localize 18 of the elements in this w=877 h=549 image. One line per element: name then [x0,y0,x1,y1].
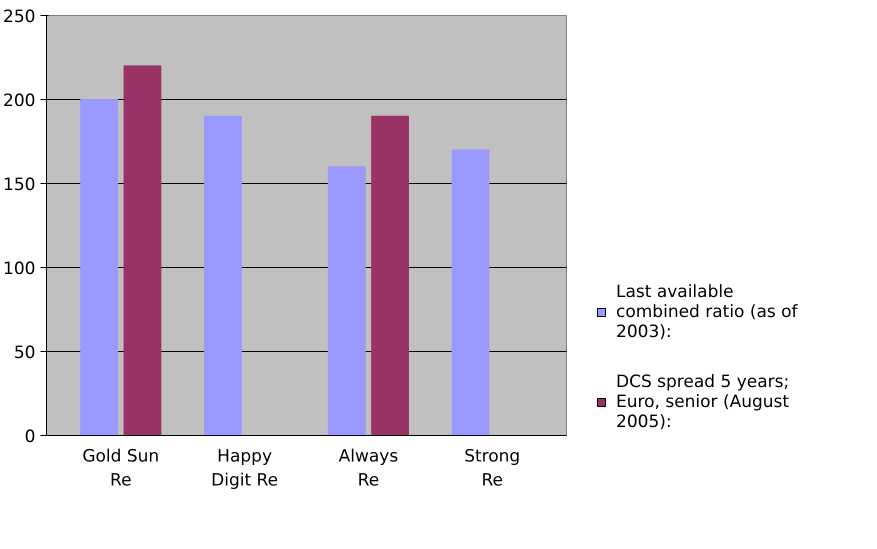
bar [80,99,118,436]
y-tick-label: 0 [24,427,36,447]
x-tick-label: Happy Digit Re [211,446,278,490]
bar [452,149,490,436]
bar [204,116,242,436]
y-tick-label: 200 [3,91,36,111]
y-tick-label: 150 [3,175,36,195]
legend-label: DCS spread 5 years; Euro, senior (August 2005): [616,372,790,432]
bar [328,166,366,436]
legend-label: Last available combined ratio (as of 2003): [616,282,798,342]
x-tick-label: Always Re [338,446,398,490]
y-tick-label: 100 [3,259,36,279]
y-tick-label: 250 [3,7,36,27]
bar [124,65,162,436]
y-tick-label: 50 [14,343,36,363]
x-tick-label: Gold Sun Re [82,446,160,490]
x-tick-label: Strong Re [464,446,520,490]
bar [371,116,409,436]
